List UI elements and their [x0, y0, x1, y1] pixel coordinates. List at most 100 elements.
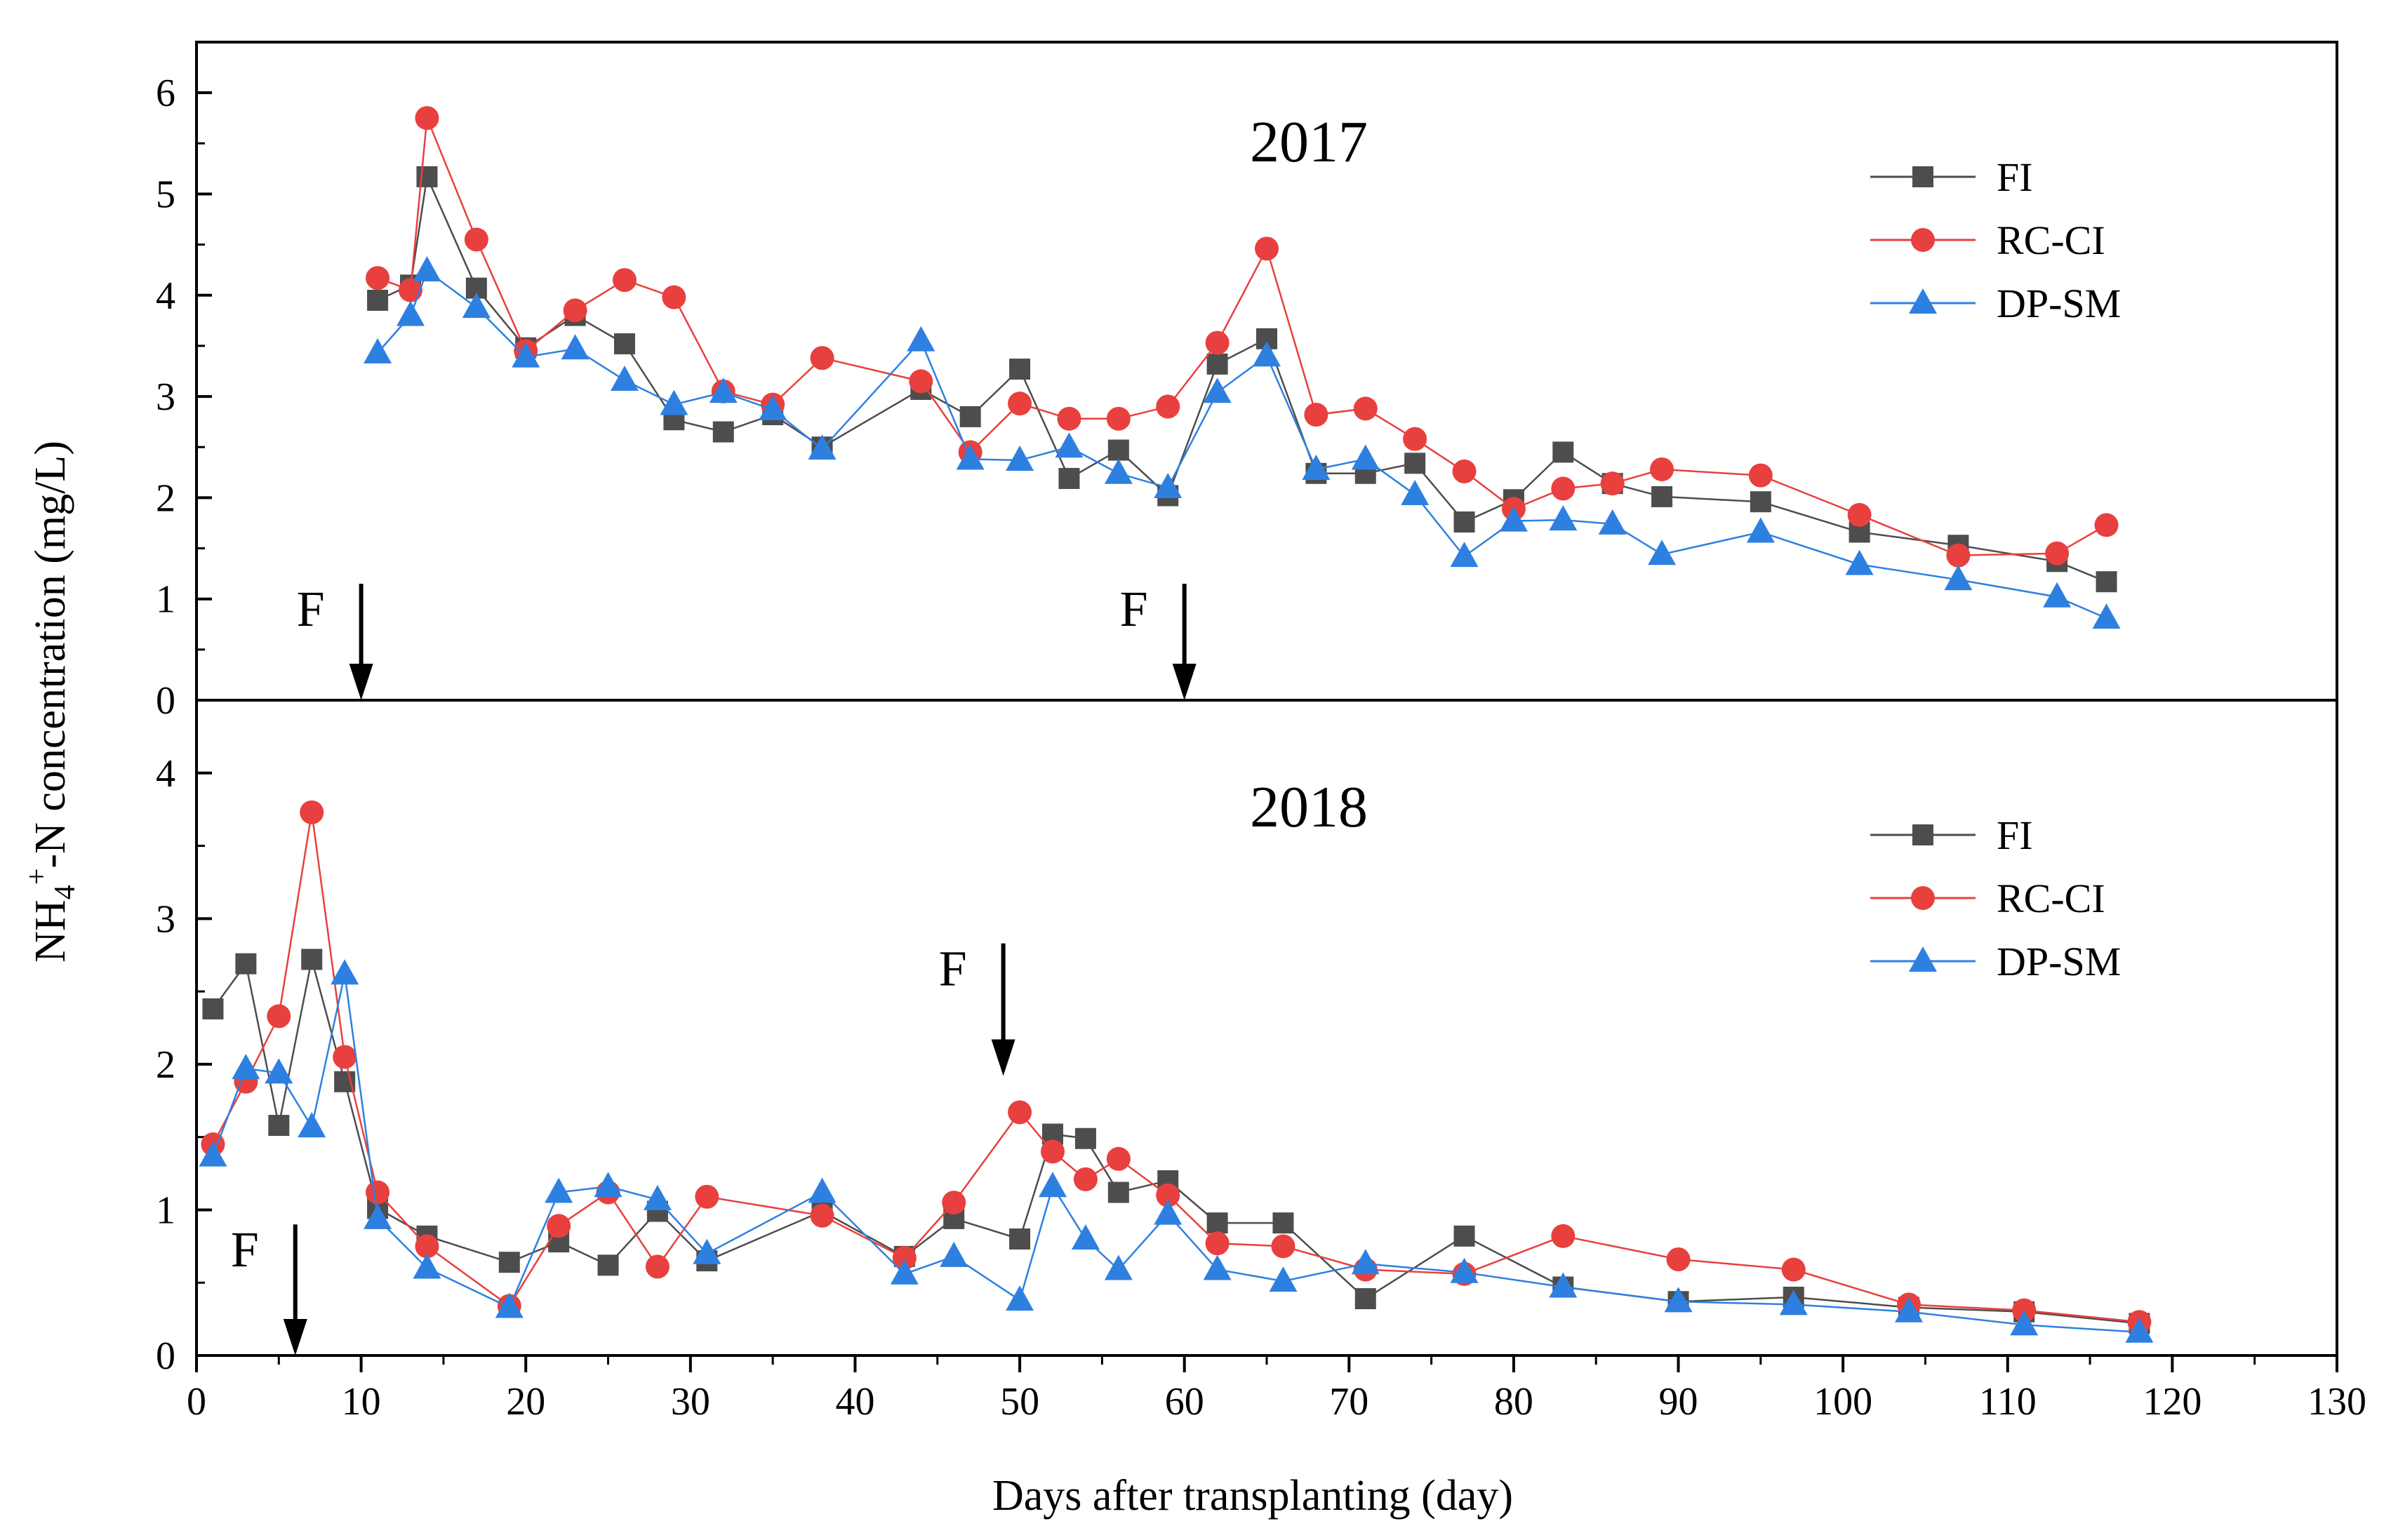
- panel-2018-series-rc-ci-point: [547, 1214, 571, 1238]
- panel-2018-series-rc-ci-point: [1205, 1231, 1230, 1256]
- y-axis-title-base: NH: [27, 899, 74, 963]
- panel-2018-legend-rc-ci-marker: [1911, 886, 1935, 910]
- x-axis-tick-label: 110: [1979, 1380, 2037, 1424]
- x-axis-tick-label: 20: [506, 1380, 545, 1424]
- panel-2017-series-rc-ci-point: [2094, 513, 2119, 537]
- x-axis-tick-label: 60: [1165, 1380, 1204, 1424]
- y-axis-title-rest: -N concentration (mg/L): [27, 441, 74, 868]
- panel-2017-series-rc-ci-point: [1847, 502, 1872, 527]
- panel-2017-series-dp-sm-point: [1746, 517, 1775, 543]
- panel-2018-series-dp-sm-point: [693, 1238, 721, 1264]
- panel-2017-series-dp-sm-point: [1253, 341, 1281, 367]
- panel-2017-series-dp-sm-point: [611, 365, 639, 391]
- panel-2017-series-dp-sm-point: [1450, 542, 1479, 568]
- panel-2017-series-rc-ci-line: [377, 117, 2107, 556]
- panel-2018-series-dp-sm-point: [643, 1184, 672, 1210]
- panel-2017-ytick-label: 5: [156, 173, 175, 216]
- panel-2017-series-fi-point: [1404, 453, 1426, 474]
- panel-2017-series-rc-ci-point: [366, 266, 390, 290]
- panel-2017-series-fi-point: [712, 421, 734, 443]
- panel-2018-series-fi-point: [1206, 1212, 1228, 1234]
- panel-2017-ytick-label: 6: [156, 72, 175, 115]
- panel-2017-series-dp-sm-point: [2092, 603, 2121, 629]
- panel-2017-series-dp-sm-point: [364, 338, 392, 364]
- panel-2018-fertilization-arrow: F: [231, 1221, 307, 1355]
- panel-2017-series-rc-ci-point: [810, 346, 834, 370]
- panel-2017-series-dp-sm-point: [1845, 549, 1874, 575]
- panel-2018-series-rc-ci-point: [1666, 1247, 1691, 1272]
- panel-2018-legend-dp-sm: DP-SM: [1870, 939, 2121, 984]
- panel-2018-series-dp-sm-point: [265, 1058, 293, 1084]
- x-axis-tick-label: 100: [1813, 1380, 1872, 1424]
- panel-2017-series-rc-ci-point: [1600, 471, 1625, 496]
- panel-2018-series-fi-point: [1453, 1225, 1475, 1247]
- panel-2018-series-rc-ci-point: [267, 1004, 291, 1029]
- panel-2017-series-dp-sm-point: [413, 256, 441, 282]
- panel-2018-series-dp-sm-point: [808, 1177, 837, 1203]
- plot-frame-layer: [195, 41, 2338, 1372]
- panel-2017-series-dp-sm-point: [907, 326, 935, 351]
- panel-2017-series-rc-ci-point: [399, 278, 422, 302]
- panel-2017-series-rc-ci-point: [2045, 541, 2070, 565]
- panel-2017-series-dp-sm-point: [660, 389, 688, 415]
- panel-2018-series-fi-point: [1009, 1228, 1031, 1250]
- panel-2017-series-dp-sm-point: [397, 300, 425, 326]
- panel-2017-ytick-label: 1: [156, 578, 175, 622]
- x-axis-tick-label: 30: [671, 1380, 710, 1424]
- panel-2017-series-dp-sm-point: [956, 444, 985, 470]
- x-axis-tick-label: 80: [1494, 1380, 1533, 1424]
- panel-2017-legend-dp-sm: DP-SM: [1870, 281, 2121, 326]
- panel-2017-series-rc-ci-point: [1551, 476, 1576, 501]
- panel-2018-series-dp-sm-point: [232, 1054, 260, 1080]
- x-axis-tick-label: 130: [2307, 1380, 2366, 1424]
- panel-2018-series-dp-sm-point: [1351, 1249, 1380, 1275]
- panel-2018-series-dp-sm-point: [199, 1141, 227, 1167]
- panel-2018-series-dp-sm-point: [495, 1292, 524, 1318]
- panel-2017-series-rc-ci-point: [1205, 330, 1230, 355]
- panel-2018-series-fi-point: [597, 1254, 619, 1276]
- panel-2018-ytick-label: 0: [156, 1334, 175, 1378]
- panel-2018-series-rc-ci-point: [942, 1191, 966, 1215]
- y-axis-title-subscript: 4: [49, 885, 81, 899]
- panel-2018-legend-dp-sm-label: DP-SM: [1997, 939, 2121, 984]
- panel-2018-series-rc-ci-point: [1106, 1146, 1131, 1171]
- panel-2017-series-dp-sm-line: [377, 269, 2107, 620]
- panel-2017-series-rc-ci-point: [613, 268, 637, 293]
- panel-2017-series-fi-point: [416, 166, 438, 187]
- panel-2017-series-dp-sm-point: [1154, 472, 1183, 498]
- panel-2017-series-rc-ci-point: [1304, 403, 1328, 427]
- panel-2017-legend-dp-sm-marker: [1909, 288, 1937, 314]
- panel-2018-series-dp-sm-point: [364, 1203, 392, 1229]
- panel-2017-series-rc-ci-point: [464, 227, 488, 252]
- panel-2017-series-dp-sm-point: [1944, 565, 1973, 591]
- panel-2018-fertilization-arrow-label: F: [231, 1221, 259, 1278]
- panel-2017-series-dp-sm-point: [512, 342, 540, 368]
- panel-2018-series-rc-ci-point: [695, 1184, 719, 1209]
- x-axis-tick-label: 10: [342, 1380, 381, 1424]
- panel-2017-series-fi-point: [367, 289, 389, 311]
- panel-2018-series-fi-point: [268, 1115, 290, 1137]
- panel-2018-series-rc-ci-point: [1073, 1167, 1098, 1191]
- panel-2018-legend-fi-marker: [1912, 824, 1933, 845]
- panel-2018-ytick-label: 4: [156, 752, 175, 796]
- y-axis-title-superscript: +: [21, 869, 53, 885]
- panel-2017-fertilization-arrow-head: [349, 664, 373, 700]
- panel-2017-title: 2017: [1250, 109, 1368, 175]
- panel-2017-series-rc-ci-point: [415, 106, 439, 130]
- panel-2017-ytick-label: 2: [156, 476, 175, 520]
- panel-2017-series-rc-ci-point: [662, 285, 686, 309]
- panel-2018-series-dp-sm-point: [413, 1253, 441, 1279]
- x-axis-tick-label: 90: [1659, 1380, 1698, 1424]
- panel-2017-series-fi-point: [1206, 353, 1228, 375]
- x-axis-tick-label: 120: [2143, 1380, 2202, 1424]
- panel-2018-series-dp-sm-line: [212, 973, 2140, 1334]
- panel-2018-fertilization-arrow-head: [991, 1039, 1015, 1076]
- panel-2017-series-dp-sm-point: [1302, 454, 1331, 480]
- panel-2017-series-fi-point: [614, 333, 635, 355]
- panel-2017-series-fi-point: [2096, 571, 2117, 593]
- panel-2017-legend-rc-ci: RC-CI: [1870, 217, 2105, 263]
- y-axis-title: NH4+-N concentration (mg/L): [21, 441, 81, 963]
- panel-2017-series-rc-ci-point: [909, 369, 933, 394]
- panel-2017-legend-rc-ci-marker: [1911, 228, 1935, 252]
